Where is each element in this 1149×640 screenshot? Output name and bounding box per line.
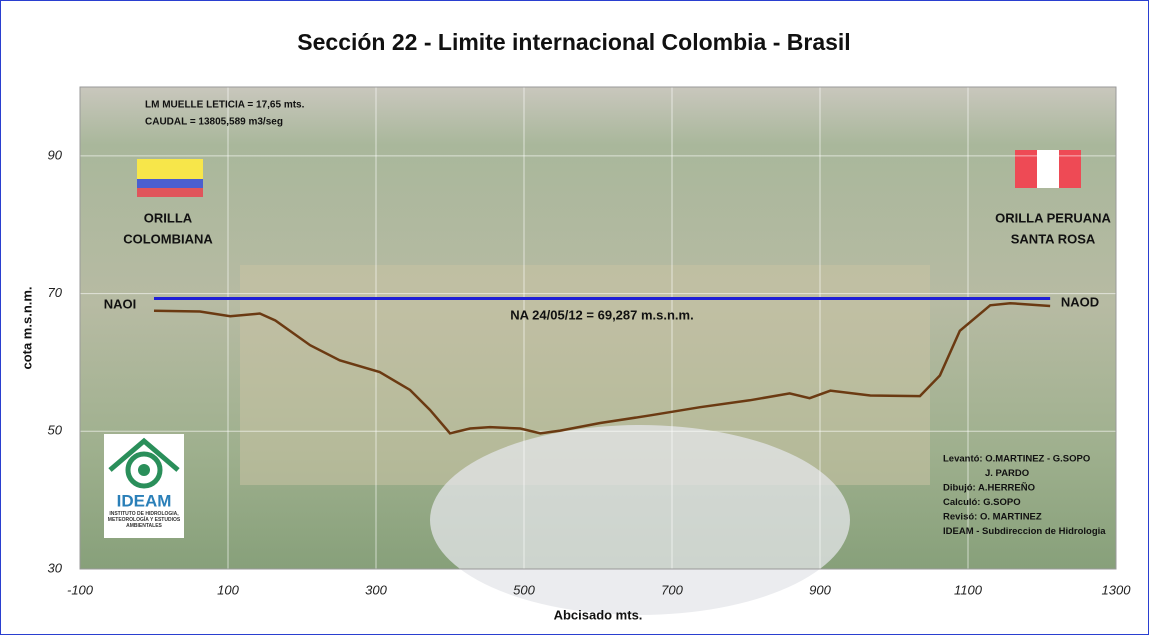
x-tick-label: 500	[513, 582, 535, 597]
annotation: ORILLA	[144, 210, 193, 225]
flag-peru	[1015, 150, 1081, 188]
logo-subtitle: INSTITUTO DE HIDROLOGÍA, METEOROLOGÍA Y …	[107, 511, 181, 529]
annotation: LM MUELLE LETICIA = 17,65 mts.	[145, 100, 305, 111]
x-tick-label: 1100	[954, 582, 983, 597]
y-tick-label: 50	[48, 423, 63, 438]
logo-name: IDEAM	[117, 491, 172, 510]
flag-colombia	[137, 159, 203, 197]
x-tick-label: 700	[661, 582, 683, 597]
x-axis-label: Abcisado mts.	[554, 607, 643, 622]
y-tick-label: 90	[48, 147, 63, 162]
credit-line: Levantó: O.MARTINEZ - G.SOPO	[943, 454, 1090, 465]
y-axis-label: cota m.s.n.m.	[19, 286, 34, 369]
x-tick-label: 1300	[1102, 582, 1132, 597]
credit-line: IDEAM - Subdireccion de Hidrologia	[943, 526, 1106, 537]
annotation: NAOI	[104, 296, 137, 311]
annotation: NA 24/05/12 = 69,287 m.s.n.m.	[510, 307, 693, 322]
x-tick-label: 100	[217, 582, 239, 597]
series-line	[153, 301, 1051, 435]
credit-line: J. PARDO	[985, 468, 1029, 479]
logo: IDEAM INSTITUTO DE HIDROLOGÍA, METEOROLO…	[104, 434, 184, 538]
chart-title: Sección 22 - Limite internacional Colomb…	[297, 29, 850, 55]
credit-line: Calculó: G.SOPO	[943, 497, 1021, 508]
y-tick-label: 30	[48, 560, 63, 575]
x-tick-label: -100	[67, 582, 94, 597]
x-tick-label: 900	[809, 582, 831, 597]
logo-box: INSTITUTO DE HIDROLOGÍA, METEOROLOGÍA Y …	[107, 511, 181, 529]
credit-line: Dibujó: A.HERREÑO	[943, 483, 1035, 494]
y-tick-label: 70	[48, 285, 63, 300]
x-tick-label: 300	[365, 582, 387, 597]
annotation: COLOMBIANA	[123, 231, 213, 246]
annotation: CAUDAL = 13805,589 m3/seg	[145, 117, 283, 128]
car-photo	[430, 425, 850, 615]
annotation: NAOD	[1061, 294, 1099, 309]
plot-border	[79, 86, 1117, 570]
credit-line: Revisó: O. MARTINEZ	[943, 512, 1042, 523]
annotation: ORILLA PERUANA	[995, 210, 1111, 225]
annotation: SANTA ROSA	[1011, 231, 1096, 246]
